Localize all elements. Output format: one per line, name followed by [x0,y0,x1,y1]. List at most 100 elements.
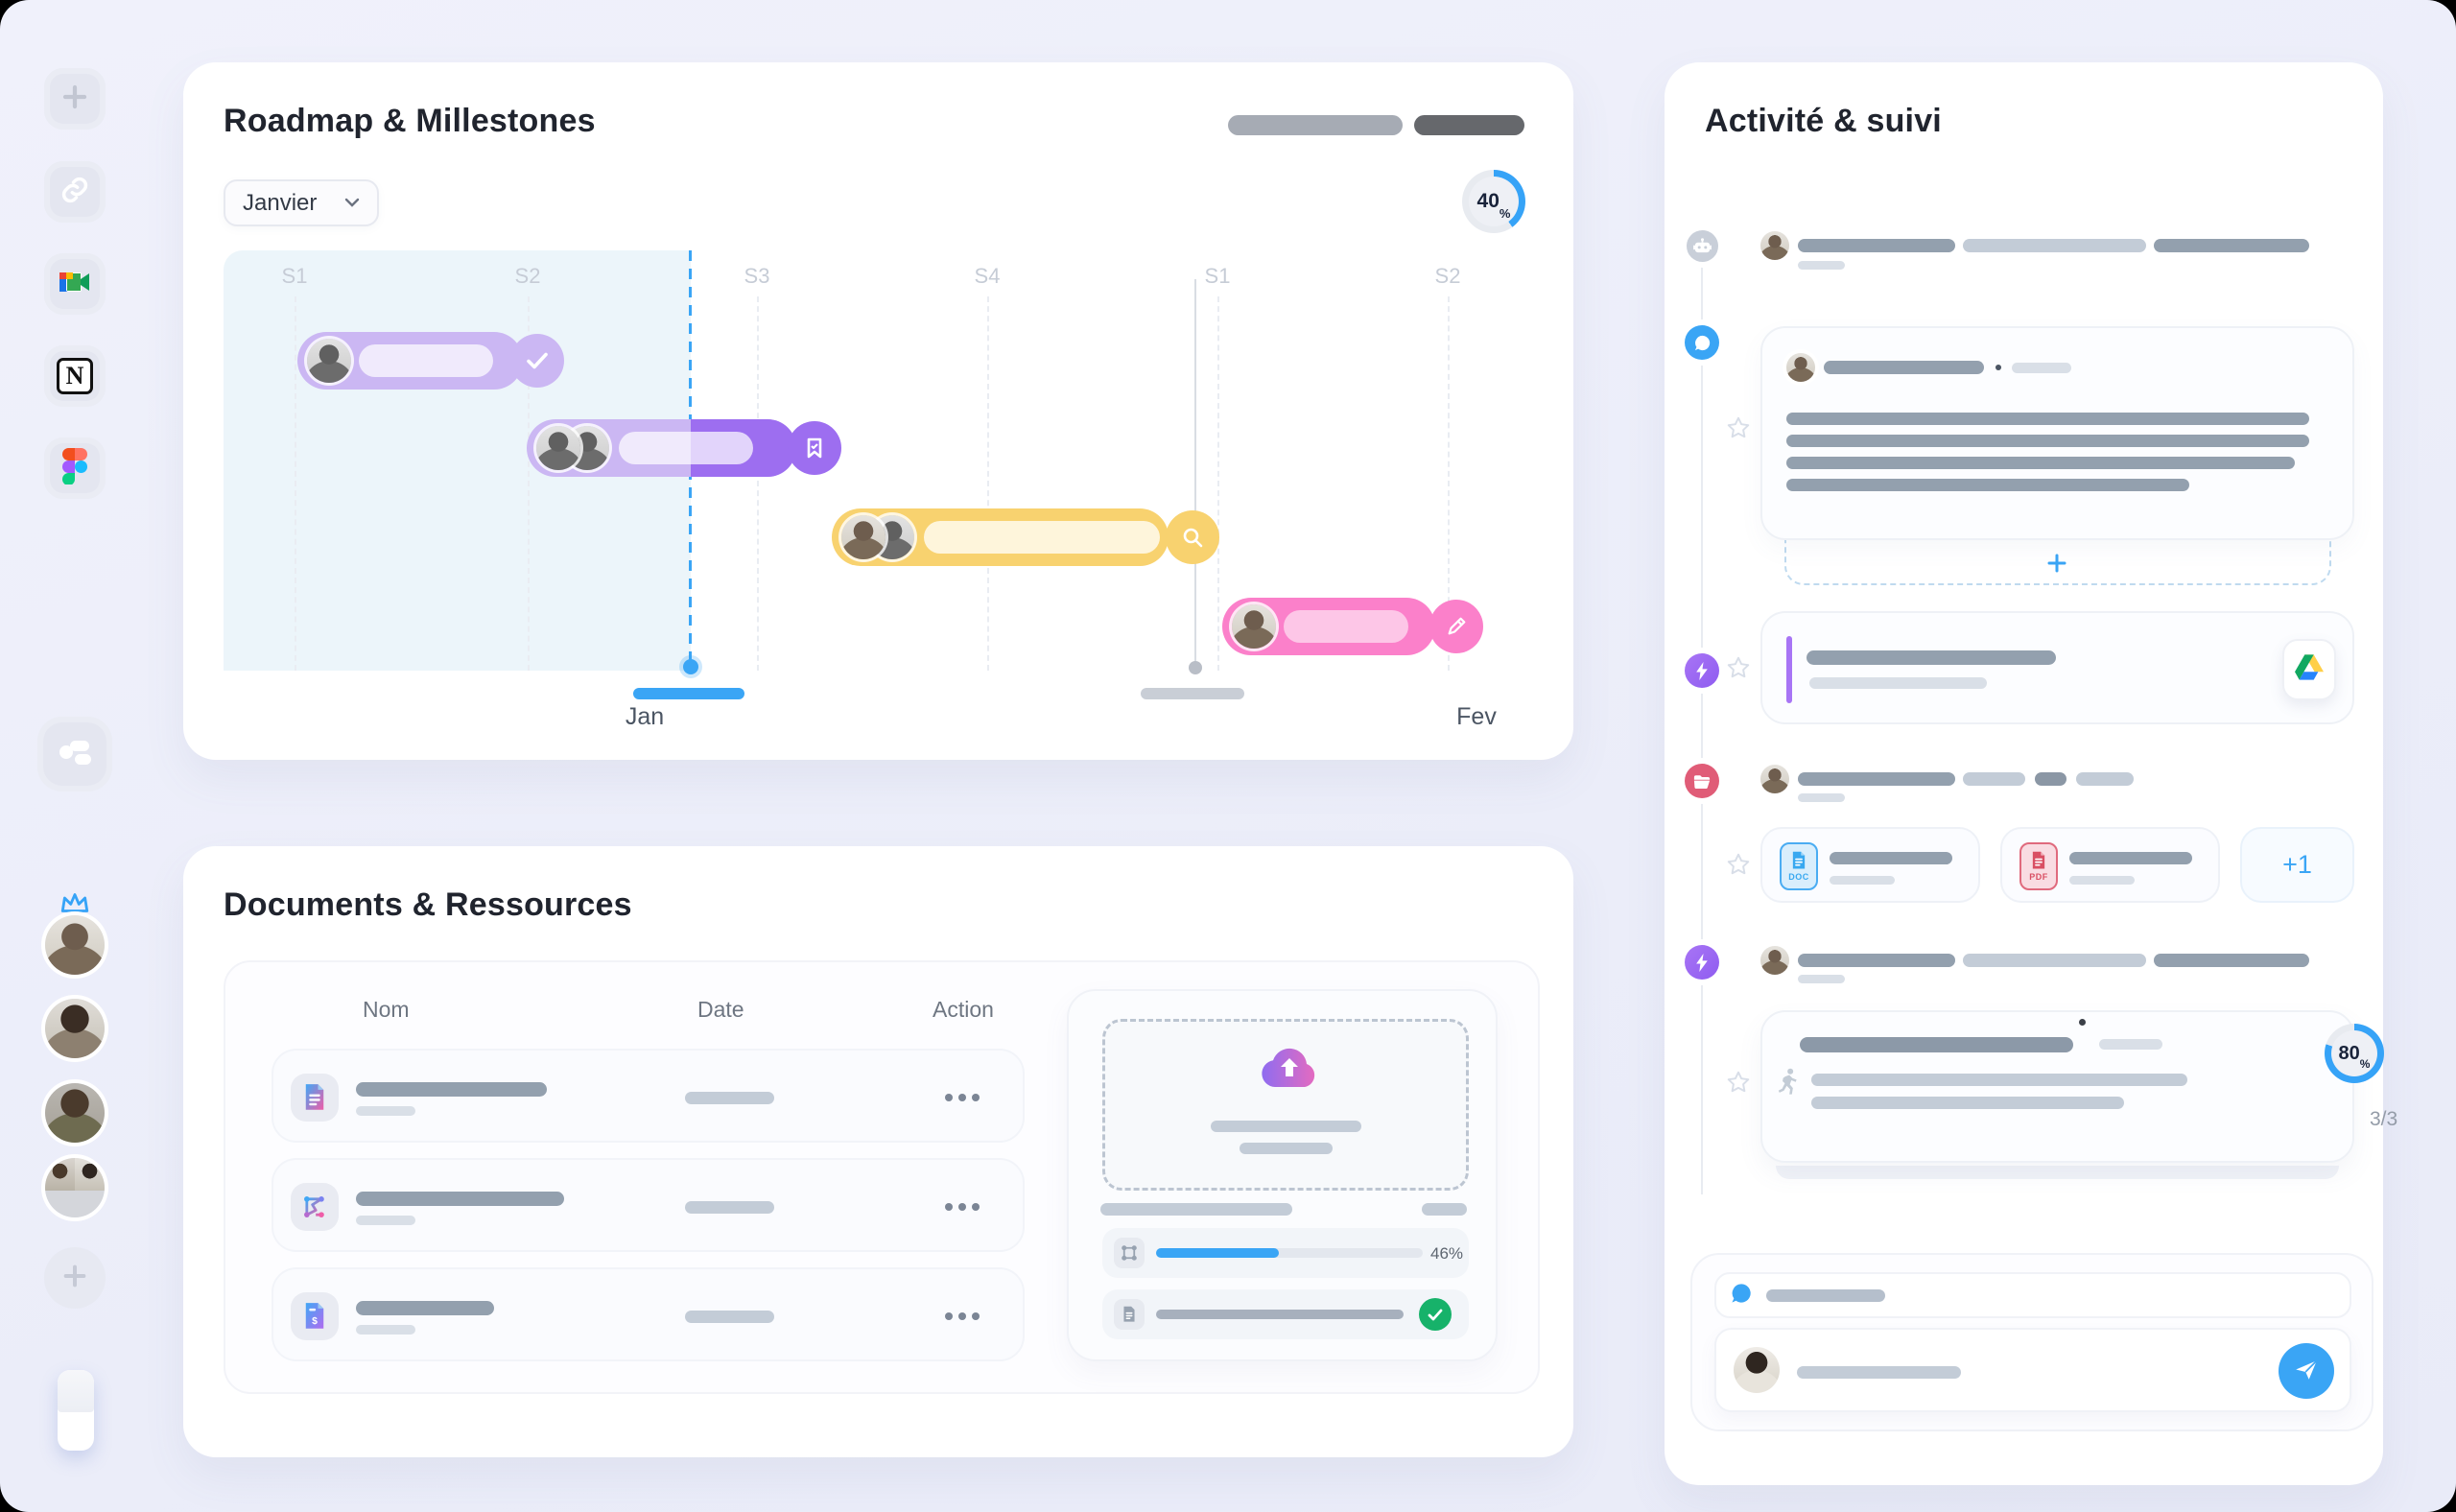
theme-toggle[interactable] [58,1370,94,1451]
notion-icon: N [57,358,93,394]
comment-time-skeleton [2012,363,2071,373]
document-icon [1114,1299,1145,1330]
google-meet-icon [58,268,92,301]
assignee-avatar [536,426,580,470]
integration-card[interactable] [1760,611,2354,724]
add-button[interactable] [44,68,106,130]
document-row[interactable]: $ [272,1267,1025,1361]
header-skeleton [1414,115,1524,135]
pen-icon [1429,600,1483,653]
sidebar: N [0,0,154,1512]
star-icon[interactable] [1726,852,1751,877]
task-progress-unit: % [2359,1057,2371,1071]
file-size-skeleton [2069,876,2135,885]
input-placeholder-skeleton [1797,1366,1961,1379]
gantt-bar-milestone-1[interactable] [297,332,564,390]
link-button[interactable] [44,161,106,223]
gridline [987,296,989,671]
week-label: S4 [974,264,1001,288]
comment-input[interactable] [1714,1328,2351,1412]
notion-button[interactable]: N [44,345,106,407]
document-row[interactable] [272,1158,1025,1252]
roadmap-title: Roadmap & Millestones [224,103,596,139]
comment-line-skeleton [1786,479,2189,491]
star-icon[interactable] [1726,415,1751,440]
run-icon [1776,1068,1801,1099]
attachment-chip-doc[interactable]: DOC [1760,827,1980,903]
google-meet-button[interactable] [44,253,106,315]
gradient-document-icon [291,1074,339,1122]
comment-line-skeleton [1786,435,2309,447]
event-skeleton [2035,772,2066,786]
team-avatar[interactable] [45,999,105,1058]
week-label: S2 [514,264,541,288]
integration-sub-skeleton [1809,677,1987,689]
add-member-button[interactable] [44,1247,106,1309]
activity-avatar[interactable] [1760,946,1789,975]
integrations-button[interactable] [37,717,112,791]
gantt-bar-milestone-4[interactable] [1222,598,1483,655]
attachment-chip-pdf[interactable]: PDF [2000,827,2220,903]
doc-file-icon: DOC [1780,842,1818,890]
upload-progress-track [1156,1248,1423,1258]
activity-card: Activité & suivi [1665,62,2397,1485]
doc-date-skeleton [685,1092,774,1104]
task-card[interactable]: 80% 3/3 [1760,1010,2397,1163]
row-actions-button[interactable] [945,1312,980,1320]
event-skeleton [1963,239,2146,252]
event-skeleton [1798,239,1955,252]
week-label: S1 [1204,264,1231,288]
roadmap-progress-ring: 40% [1462,170,1525,233]
separator-dot [1996,365,2001,370]
lightning-icon [1685,653,1719,688]
uploaded-bar [1156,1310,1404,1319]
subtask-count: 3/3 [2370,1108,2398,1130]
doc-date-skeleton [685,1201,774,1214]
comment-line-skeleton [1786,413,2309,425]
star-icon[interactable] [1726,1070,1751,1095]
doc-sub-skeleton [356,1216,415,1225]
event-skeleton [2076,772,2134,786]
send-button[interactable] [2279,1343,2334,1399]
assignee-avatar [1232,604,1276,649]
gantt-chart: S1 S2 S3 S4 S1 S2 [224,250,1524,674]
upload-progress-label: 46% [1430,1244,1464,1263]
vector-icon [1114,1238,1145,1268]
row-actions-button[interactable] [945,1203,980,1211]
puzzle-icon [54,731,96,778]
gantt-bar-milestone-2[interactable] [527,419,841,477]
drag-dot [2079,1019,2086,1026]
file-size-skeleton [1830,876,1895,885]
star-icon[interactable] [1726,655,1751,680]
axis-label-jan: Jan [625,703,665,730]
team-avatar-group[interactable] [45,1158,105,1217]
row-actions-button[interactable] [945,1094,980,1101]
dropzone-text-skeleton [1211,1121,1361,1132]
event-skeleton [2154,239,2309,252]
dropzone-text-skeleton [1240,1143,1333,1154]
google-drive-button[interactable] [2282,639,2336,700]
doc-sub-skeleton [356,1106,415,1116]
comment-card[interactable] [1760,326,2354,540]
figma-button[interactable] [44,437,106,499]
team-avatar[interactable] [45,1083,105,1143]
column-header-date: Date [697,997,744,1022]
task-card-stack [1776,1166,2339,1179]
crown-icon [59,890,91,920]
activity-avatar[interactable] [1760,765,1789,793]
activity-avatar[interactable] [1760,231,1789,260]
week-label: S1 [281,264,308,288]
gantt-bar-milestone-3[interactable] [832,508,1219,566]
document-row[interactable] [272,1049,1025,1143]
composer-header[interactable] [1714,1272,2351,1318]
accent-bar [1786,636,1792,703]
roadmap-card: Roadmap & Millestones Janvier 40% S1 S2 … [183,62,1573,760]
upload-progress-fill [1156,1248,1279,1258]
month-select[interactable]: Janvier [224,179,379,226]
team-avatar-owner[interactable] [45,915,105,975]
assignee-avatar [307,339,351,383]
axis-label-fev: Fev [1456,703,1497,730]
chevron-down-icon [344,195,360,212]
upload-dropzone[interactable] [1102,1019,1469,1191]
more-attachments-chip[interactable]: +1 [2240,827,2354,903]
